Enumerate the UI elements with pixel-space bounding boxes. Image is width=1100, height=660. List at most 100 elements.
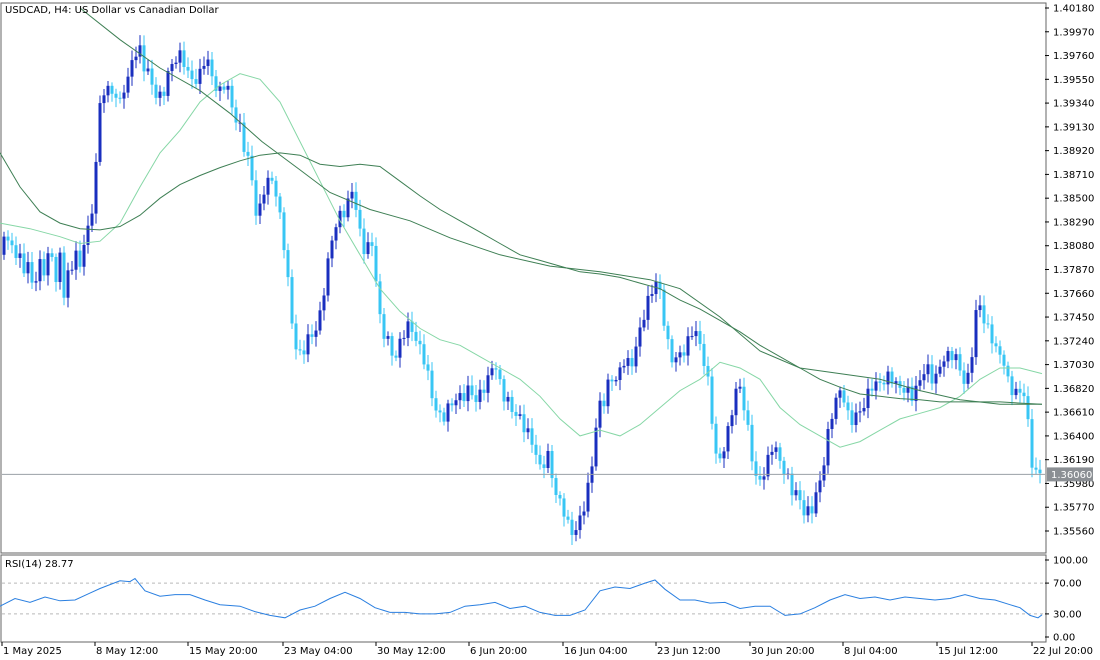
rsi-tick-label: 0.00 — [1053, 633, 1075, 644]
candle-body — [234, 107, 238, 123]
candle-body — [830, 418, 834, 429]
candle-body — [982, 305, 986, 324]
candle-body — [250, 155, 254, 181]
candle-body — [954, 354, 958, 361]
candle-body — [314, 330, 318, 337]
candle-body — [174, 62, 178, 65]
candle-body — [810, 506, 814, 514]
candle-body — [594, 427, 598, 467]
candle-body — [486, 375, 490, 393]
candle-body — [522, 414, 526, 433]
candle-body — [334, 227, 338, 241]
candle-body — [374, 245, 378, 282]
candle-body — [706, 365, 710, 377]
candle-body — [586, 482, 590, 512]
candle-body — [54, 256, 58, 283]
candle-body — [738, 386, 742, 389]
candle-body — [686, 336, 690, 356]
candle-body — [502, 379, 506, 402]
candle-body — [218, 86, 222, 91]
candle-body — [914, 385, 918, 402]
moving-average-long-line — [79, 7, 1042, 405]
price-tick-label: 1.39760 — [1053, 51, 1094, 62]
candle-body — [774, 447, 778, 452]
candle-body — [394, 355, 398, 358]
candle-body — [626, 358, 630, 366]
candle-body — [798, 490, 802, 501]
candle-body — [598, 400, 602, 428]
candle-body — [442, 412, 446, 422]
candle-body — [730, 415, 734, 427]
candle-body — [902, 387, 906, 393]
candle-body — [362, 228, 366, 255]
price-tick-label: 1.35770 — [1053, 503, 1094, 514]
candle-body — [882, 382, 886, 385]
candle-body — [822, 465, 826, 481]
candle-body — [10, 240, 14, 246]
candle-body — [682, 352, 686, 356]
candle-body — [182, 50, 186, 67]
candle-body — [438, 410, 442, 413]
candle-body — [142, 45, 146, 72]
candle-body — [158, 91, 162, 98]
price-tick-label: 1.35980 — [1053, 479, 1094, 490]
rsi-tick-label: 100.00 — [1053, 556, 1088, 567]
candle-body — [322, 295, 326, 311]
candle-body — [690, 336, 694, 338]
candle-body — [162, 91, 166, 96]
price-tick-label: 1.39550 — [1053, 75, 1094, 86]
price-tick-label: 1.38080 — [1053, 241, 1094, 252]
candle-body — [222, 86, 226, 90]
time-tick-label: 16 Jun 04:00 — [564, 646, 628, 657]
candle-body — [138, 45, 142, 57]
candle-body — [650, 294, 654, 296]
candle-body — [1034, 467, 1038, 470]
time-tick-label: 23 May 04:00 — [284, 646, 353, 657]
candle-body — [734, 388, 738, 416]
candle-body — [958, 354, 962, 371]
candle-body — [98, 103, 102, 162]
candle-body — [678, 352, 682, 358]
candle-body — [518, 414, 522, 416]
candle-body — [354, 191, 358, 210]
candle-body — [614, 379, 618, 382]
price-tick-label: 1.35560 — [1053, 527, 1094, 538]
candle-body — [574, 530, 578, 535]
candle-body — [710, 376, 714, 424]
candle-body — [850, 410, 854, 426]
candle-body — [702, 343, 706, 366]
candle-body — [34, 281, 38, 283]
candle-body — [930, 364, 934, 384]
price-tick-label: 1.36610 — [1053, 408, 1094, 419]
candle-body — [534, 444, 538, 455]
candle-body — [962, 370, 966, 384]
candle-body — [454, 400, 458, 406]
candle-body — [894, 381, 898, 384]
candle-body — [646, 295, 650, 320]
candle-body — [378, 281, 382, 315]
candle-body — [874, 381, 878, 391]
candle-body — [970, 357, 974, 373]
candle-body — [82, 244, 86, 267]
candle-body — [246, 151, 250, 156]
price-tick-label: 1.39970 — [1053, 27, 1094, 38]
rsi-series-layer — [0, 577, 1045, 619]
candle-body — [950, 351, 954, 361]
candle-body — [578, 515, 582, 531]
candle-body — [122, 92, 126, 99]
time-tick-label: 8 Jul 04:00 — [844, 646, 898, 657]
time-tick-label: 8 May 12:00 — [96, 646, 158, 657]
candle-body — [150, 68, 154, 85]
candle-body — [758, 475, 762, 480]
candle-body — [1014, 388, 1018, 396]
candle-body — [494, 368, 498, 370]
candle-body — [66, 270, 70, 298]
candle-body — [742, 386, 746, 411]
candle-body — [414, 331, 418, 341]
candle-body — [618, 367, 622, 380]
candle-body — [530, 428, 534, 445]
price-tick-label: 1.38290 — [1053, 217, 1094, 228]
candle-body — [206, 59, 210, 66]
moving-average-slow-line — [0, 152, 1043, 405]
